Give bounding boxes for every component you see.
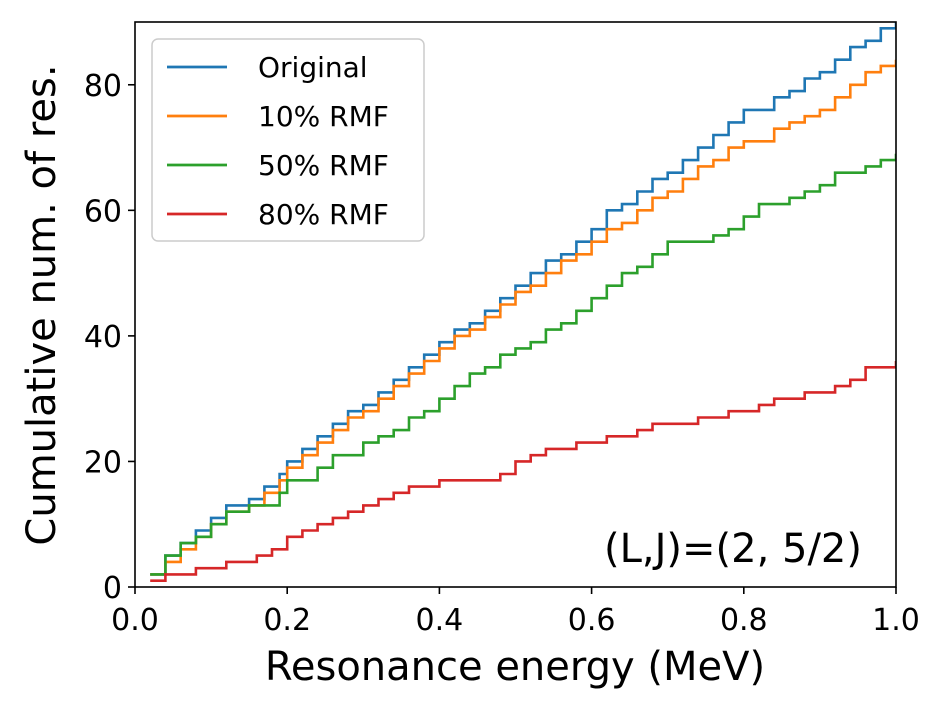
legend: Original 10% RMF 50% RMF 80% RMF [151, 38, 425, 242]
y-tick-label: 80 [84, 69, 122, 104]
y-tick-label: 0 [103, 571, 122, 606]
x-tick-label: 0.4 [416, 603, 464, 638]
series-line-original [150, 22, 896, 576]
x-tick-label: 0.0 [111, 603, 159, 638]
y-tick-label: 60 [84, 194, 122, 229]
y-axis-label: Cumulative num. of res. [19, 64, 65, 545]
legend-label: Original [258, 51, 368, 84]
series-line-10-rmf [150, 59, 896, 576]
y-axis-ticks: 0 20 40 60 80 [84, 69, 135, 606]
x-tick-label: 0.6 [568, 603, 616, 638]
series-line-50-rmf [150, 153, 896, 576]
plot-frame [134, 21, 897, 588]
series-layer [150, 22, 896, 582]
legend-box [151, 38, 425, 242]
x-axis-label: Resonance energy (MeV) [265, 644, 765, 690]
x-tick-label: 1.0 [872, 603, 920, 638]
y-tick-label: 40 [84, 320, 122, 355]
series-line-80-rmf [150, 361, 896, 582]
legend-label: 80% RMF [258, 198, 389, 231]
y-tick-label: 20 [84, 445, 122, 480]
legend-label: 10% RMF [258, 100, 389, 133]
x-tick-label: 0.8 [720, 603, 768, 638]
legend-label: 50% RMF [258, 149, 389, 182]
x-tick-label: 0.2 [263, 603, 311, 638]
x-axis-ticks: 0.0 0.2 0.4 0.6 0.8 1.0 [111, 587, 920, 638]
annotation-lj: (L,J)=(2, 5/2) [604, 526, 862, 572]
